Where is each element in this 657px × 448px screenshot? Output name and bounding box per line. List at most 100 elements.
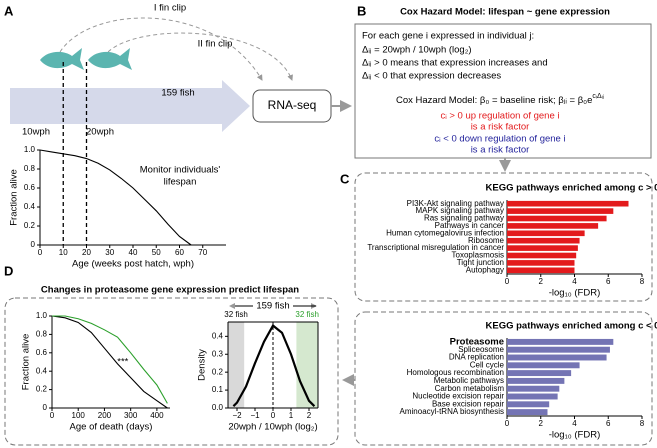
y-axis-label: Density [197, 349, 208, 381]
x-tick-label: 10 [59, 248, 68, 257]
time-arrow [10, 80, 250, 132]
x-tick-label: −1 [250, 411, 260, 420]
x-axis-label: -log₁₀ (FDR) [549, 430, 600, 441]
kegg-box [354, 311, 653, 446]
time-label: 10wph [22, 127, 50, 138]
x-tick-label: 0 [505, 277, 510, 286]
x-tick-label: 4 [572, 419, 577, 428]
bar [507, 200, 629, 207]
category-label: Ras signaling pathway [424, 214, 504, 223]
category-label: Ribosome [468, 236, 505, 245]
y-tick-label: 0.1 [212, 385, 224, 394]
curve [52, 315, 168, 404]
x-tick-label: 100 [72, 411, 86, 420]
fin-clip-label: I fin clip [154, 3, 186, 14]
x-axis-label: Age (weeks post hatch, wph) [72, 259, 194, 270]
x-tick-label: 40 [129, 248, 138, 257]
model-line: Δᵢⱼ < 0 that expression decreases [362, 71, 501, 82]
risk-down: cᵢ < 0 down regulation of gene i [434, 134, 565, 145]
clip-arc [107, 32, 293, 81]
clip-arc [59, 17, 263, 81]
bar [507, 245, 578, 251]
time-label: 20wph [86, 127, 114, 138]
bar [507, 362, 580, 369]
x-tick-label: 200 [98, 411, 112, 420]
category-label: Proteasome [450, 336, 504, 347]
category-label: Base excision repair [432, 399, 504, 408]
cox-text: Cox Hazard Model: β₀ = baseline risk; βⱼ… [396, 95, 592, 106]
x-tick-label: 1 [289, 411, 294, 420]
bar [507, 393, 558, 400]
chart-title: KEGG pathways enriched among c < 0 [486, 321, 657, 332]
x-tick-label: 2 [539, 277, 544, 286]
category-label: Spliceosome [458, 345, 504, 354]
y-axis-label: Fraction alive [9, 169, 20, 226]
fish-count: 159 fish [256, 301, 289, 312]
x-tick-label: 4 [572, 277, 577, 286]
highlight-region [228, 322, 245, 408]
x-tick-label: 300 [124, 411, 138, 420]
bar [507, 237, 580, 244]
category-label: Carbon metabolism [435, 384, 505, 393]
bar [507, 385, 560, 392]
category-label: Aminoacyl-tRNA biosynthesis [400, 407, 504, 416]
y-tick-label: 0.6 [36, 348, 48, 357]
category-label: DNA replication [449, 353, 504, 362]
y-tick-label: 0.6 [24, 183, 36, 192]
bar [507, 215, 607, 222]
x-tick-label: 30 [105, 248, 114, 257]
y-tick-label: 0 [43, 403, 48, 412]
model-title: Cox Hazard Model: lifespan ~ gene expres… [400, 7, 610, 18]
risk-up: is a risk factor [471, 122, 530, 133]
significance: *** [117, 357, 128, 368]
category-label: Toxoplasmosis [452, 251, 504, 260]
bar [507, 230, 585, 237]
chart-title: KEGG pathways enriched among c > 0 [486, 183, 657, 194]
curve [39, 149, 192, 246]
x-tick-label: 20 [82, 248, 91, 257]
lifespan-box [4, 297, 339, 446]
y-tick-label: 0.8 [24, 164, 36, 173]
panel-letter: C [340, 171, 350, 186]
x-tick-label: 0 [50, 411, 55, 420]
y-tick-label: 0.0 [212, 403, 224, 412]
x-tick-label: 400 [150, 411, 164, 420]
category-label: Metabolic pathways [434, 376, 504, 385]
y-tick-label: 0.2 [36, 385, 48, 394]
category-label: MAPK signaling pathway [416, 206, 505, 215]
y-tick-label: 0.8 [36, 330, 48, 339]
bar [507, 260, 575, 266]
x-tick-label: 0 [505, 419, 510, 428]
category-label: Nucleotide excision repair [412, 392, 504, 401]
x-tick-label: 8 [640, 419, 645, 428]
category-label: Human cytomegalovirus infection [386, 228, 504, 237]
x-tick-label: 2 [539, 419, 544, 428]
x-tick-label: 2 [307, 411, 312, 420]
x-axis-label: -log₁₀ (FDR) [549, 288, 600, 299]
panel-title: Changes in proteasome gene expression pr… [41, 285, 299, 296]
y-tick-label: 0.2 [212, 367, 224, 376]
region-label: 32 fish [295, 310, 319, 319]
x-tick-label: 70 [198, 248, 207, 257]
y-tick-label: 0.4 [24, 202, 36, 211]
label-bg [253, 300, 293, 312]
bar [507, 409, 548, 416]
y-tick-label: 0.4 [212, 331, 224, 340]
model-line: Δᵢⱼ > 0 means that expression increases … [362, 58, 548, 69]
curve [232, 323, 316, 407]
fin-clip-label: II fin clip [198, 39, 233, 50]
kegg-box [354, 172, 653, 302]
bar [507, 208, 614, 214]
category-label: Autophagy [466, 265, 504, 274]
y-tick-label: 0 [31, 240, 36, 249]
y-tick-label: 1.0 [36, 311, 48, 320]
curve [51, 315, 168, 409]
monitor-text: lifespan [164, 177, 197, 188]
y-tick-label: 0.3 [212, 349, 224, 358]
bar [507, 377, 565, 384]
x-axis-label: Age of death (days) [70, 422, 153, 433]
x-tick-label: 60 [175, 248, 184, 257]
x-tick-label: −2 [232, 411, 242, 420]
category-label: Pathways in cancer [435, 221, 505, 230]
